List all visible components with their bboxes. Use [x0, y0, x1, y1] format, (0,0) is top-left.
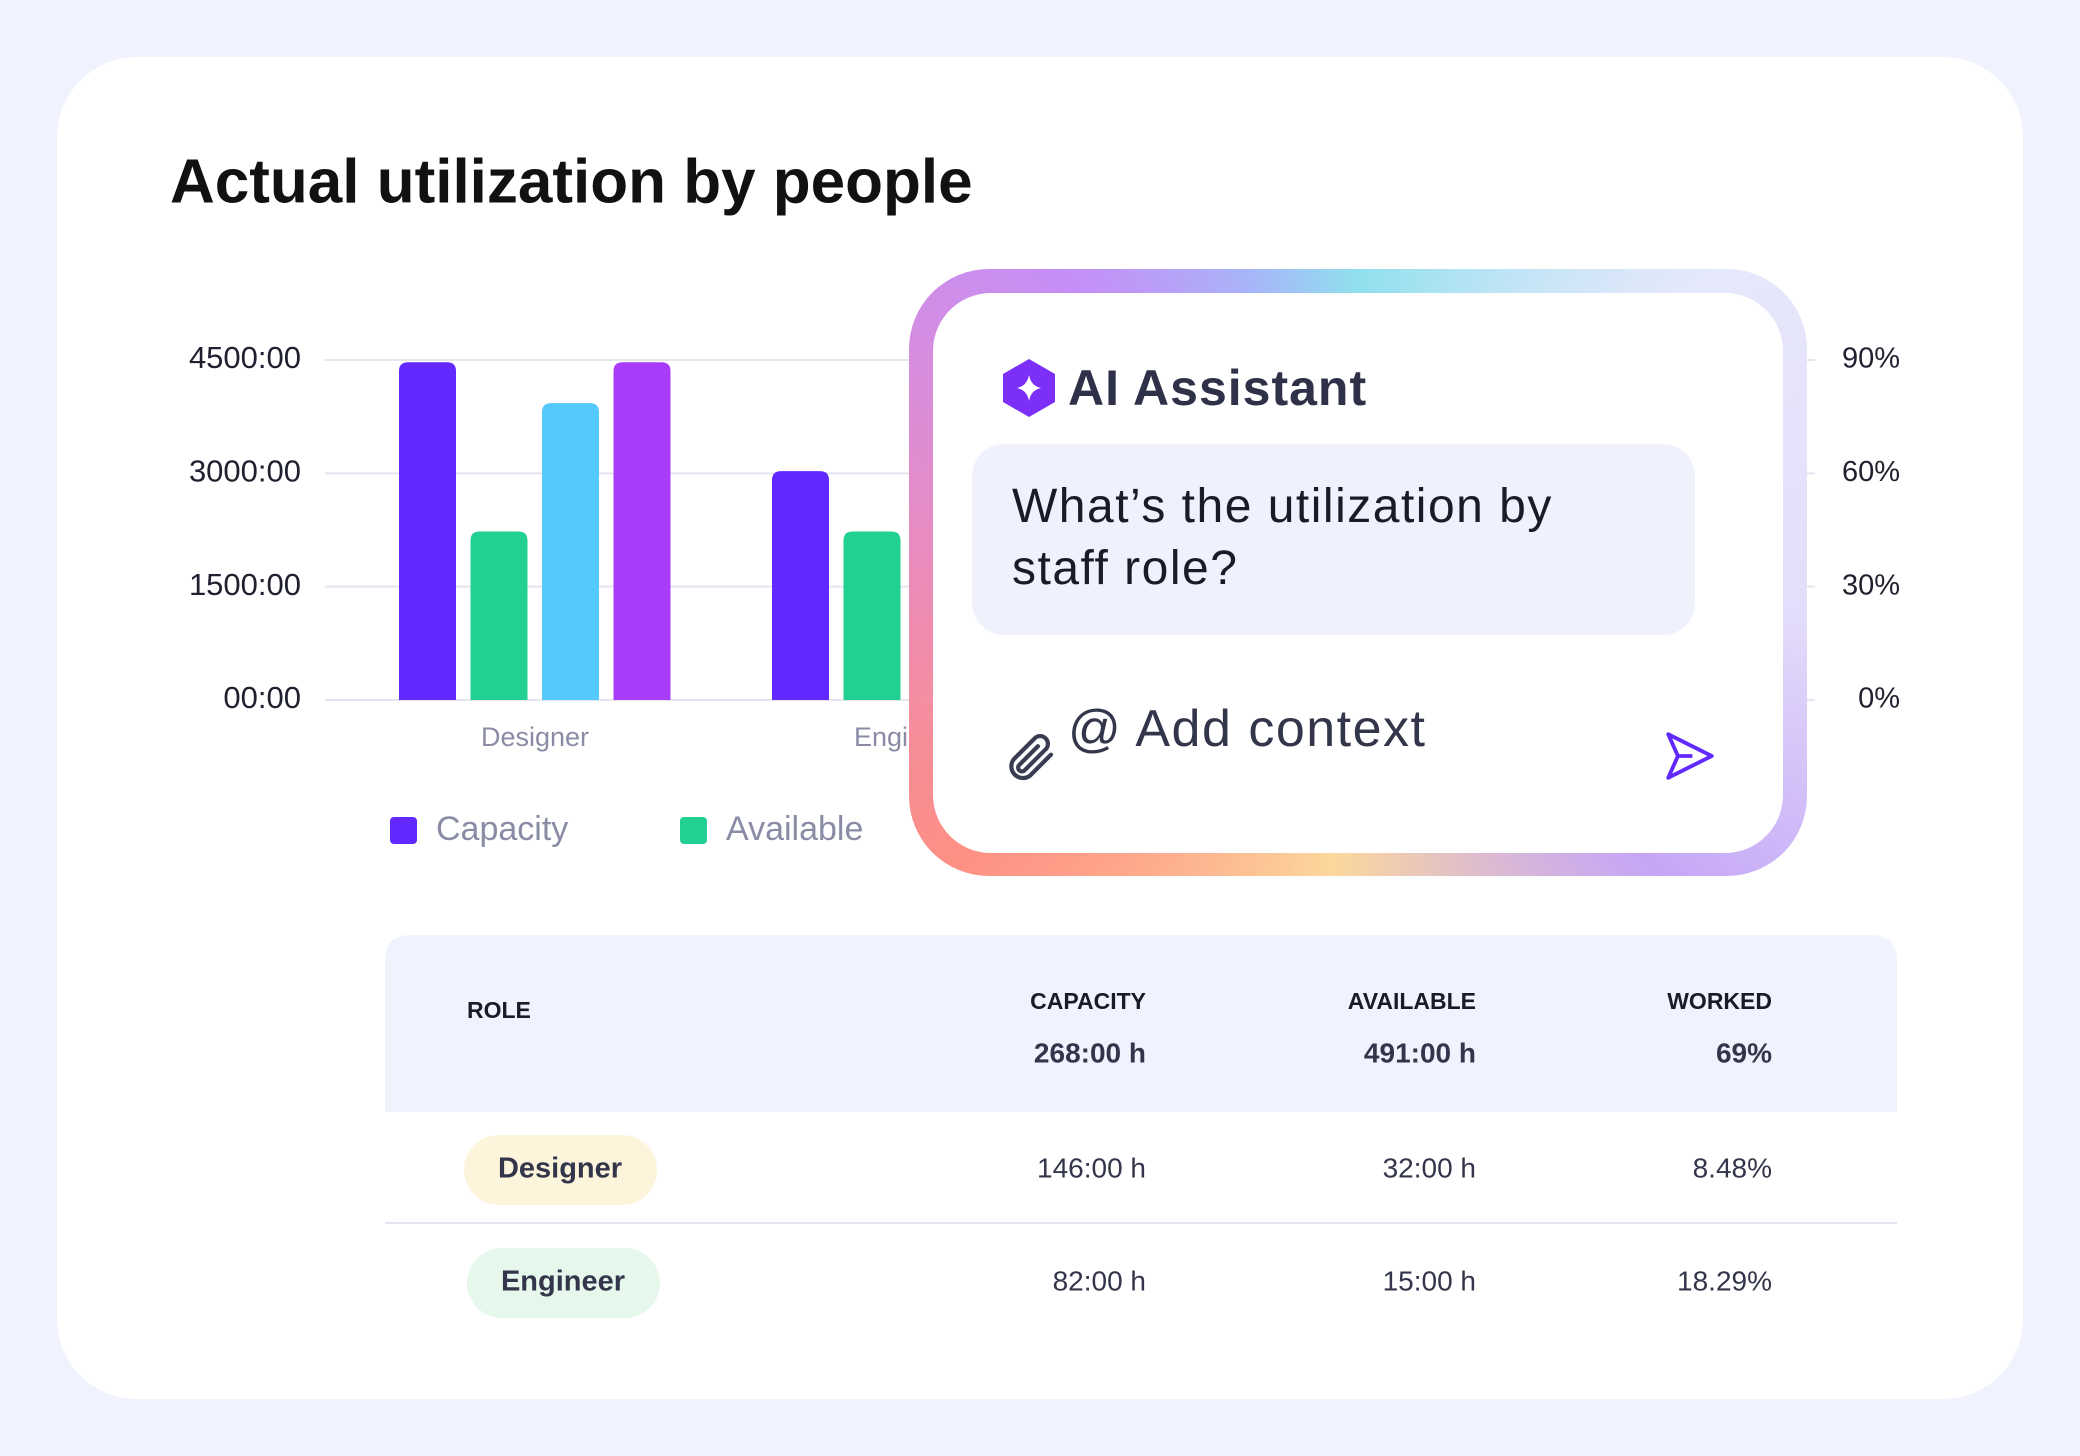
add-context[interactable]: @ Add context — [1068, 700, 1427, 758]
y2-tick-label: 0% — [1858, 683, 1900, 715]
legend-label: Available — [726, 810, 863, 848]
attach-icon[interactable] — [1002, 729, 1058, 785]
cell: 146:00 h — [1037, 1152, 1146, 1183]
ai-icon — [1003, 359, 1055, 417]
role-label: Engineer — [501, 1266, 625, 1298]
ai-assistant-panel: AI Assistant What’s the utilization by s… — [909, 269, 1807, 876]
cell: 32:00 h — [1383, 1152, 1476, 1183]
bar — [399, 362, 456, 700]
send-button[interactable] — [1661, 727, 1719, 785]
bar — [772, 471, 829, 700]
bar — [542, 403, 599, 700]
y-tick-label: 4500:00 — [189, 340, 301, 375]
column-header: WORKED — [1667, 988, 1772, 1014]
role-pill — [467, 1248, 660, 1318]
role-pill — [464, 1135, 657, 1205]
y2-tick-label: 90% — [1842, 343, 1900, 375]
column-header: CAPACITY — [1030, 988, 1146, 1014]
table-header-bg — [385, 935, 1897, 1112]
y-tick-label: 1500:00 — [189, 567, 301, 602]
y2-tick-label: 60% — [1842, 456, 1900, 488]
bar — [843, 531, 901, 700]
role-label: Designer — [498, 1153, 622, 1185]
legend-swatch — [680, 817, 707, 844]
bar — [613, 362, 671, 700]
question-box[interactable]: What’s the utilization by staff role? — [972, 444, 1695, 635]
column-header: ROLE — [467, 997, 531, 1023]
y-tick-label: 00:00 — [223, 680, 301, 715]
assistant-title: AI Assistant — [1068, 360, 1368, 416]
cell: 15:00 h — [1383, 1265, 1476, 1296]
page-title: Actual utilization by people — [170, 147, 973, 216]
column-total: 268:00 h — [1034, 1037, 1146, 1068]
question-line: staff role? — [1012, 542, 1239, 595]
question-line: What’s the utilization by — [1012, 480, 1553, 533]
legend-swatch — [390, 817, 417, 844]
cell: 18.29% — [1677, 1265, 1772, 1296]
cell: 8.48% — [1693, 1152, 1772, 1183]
legend-label: Capacity — [436, 810, 568, 848]
x-tick-label: Designer — [481, 722, 589, 752]
y-tick-label: 3000:00 — [189, 454, 301, 489]
bar — [470, 531, 528, 700]
column-header: AVAILABLE — [1348, 988, 1476, 1014]
y2-tick-label: 30% — [1842, 569, 1900, 601]
cell: 82:00 h — [1053, 1265, 1146, 1296]
column-total: 69% — [1716, 1037, 1772, 1068]
column-total: 491:00 h — [1364, 1037, 1476, 1068]
